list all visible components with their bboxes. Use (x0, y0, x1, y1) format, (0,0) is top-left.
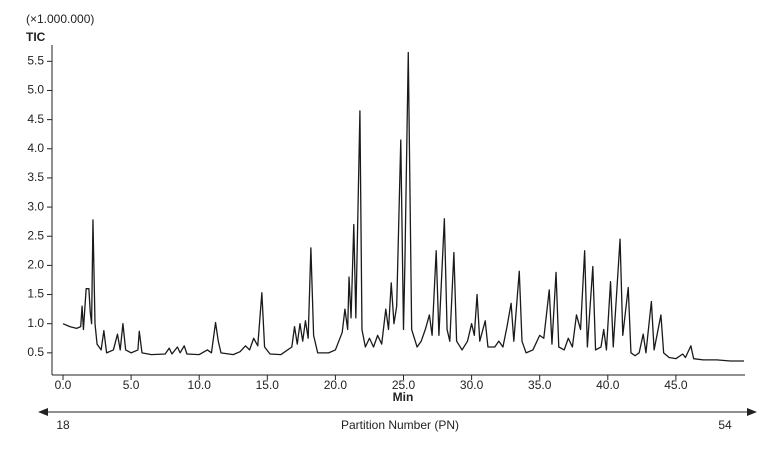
pn-label: Partition Number (PN) (341, 418, 459, 432)
y-tick-label: 2.0 (27, 258, 44, 272)
y-tick-label: 5.5 (27, 53, 44, 67)
y-tick-label: 3.0 (27, 199, 44, 213)
y-axis-label: TIC (26, 30, 46, 44)
y-unit: (×1.000.000) (26, 12, 94, 26)
arrow-right (747, 408, 757, 416)
x-tick-label: 35.0 (528, 378, 552, 392)
y-tick-label: 2.5 (27, 228, 44, 242)
arrow-left (38, 408, 48, 416)
y-tick-label: 1.0 (27, 316, 44, 330)
pn-start: 18 (56, 418, 70, 432)
y-tick-label: 1.5 (27, 287, 44, 301)
x-tick-label: 30.0 (460, 378, 484, 392)
x-tick-label: 10.0 (188, 378, 212, 392)
x-tick-label: 0.0 (55, 378, 72, 392)
x-tick-label: 20.0 (324, 378, 348, 392)
y-tick-label: 5.0 (27, 83, 44, 97)
x-tick-label: 40.0 (596, 378, 620, 392)
y-tick-label: 4.5 (27, 112, 44, 126)
y-tick-label: 3.5 (27, 170, 44, 184)
y-tick-label: 4.0 (27, 141, 44, 155)
x-tick-label: 15.0 (256, 378, 280, 392)
tic-trace (62, 51, 744, 362)
pn-end: 54 (718, 418, 732, 432)
x-tick-label: 25.0 (392, 378, 416, 392)
x-tick-label: 45.0 (664, 378, 688, 392)
x-axis-label: Min (393, 390, 414, 404)
x-tick-label: 5.0 (123, 378, 140, 392)
y-tick-label: 0.5 (27, 345, 44, 359)
